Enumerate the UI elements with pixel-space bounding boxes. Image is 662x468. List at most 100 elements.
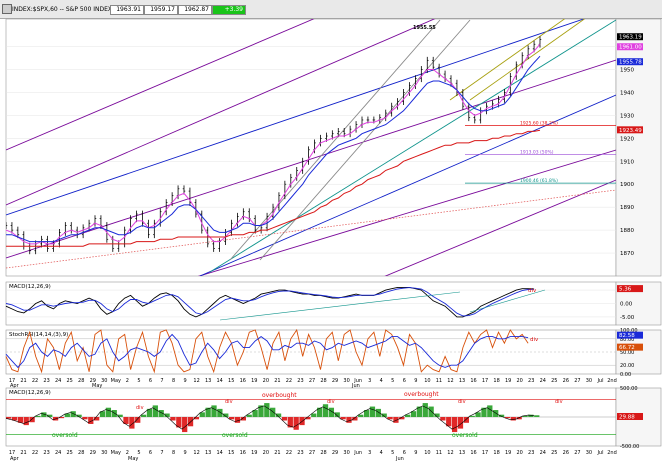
histogram-bar (217, 408, 223, 417)
x-tick-label: 8 (172, 378, 175, 384)
histogram-bar (99, 411, 106, 417)
x-tick-label: 19 (251, 378, 257, 384)
value-label: 1961.00 (619, 45, 642, 51)
div-annotation: div (528, 288, 537, 294)
histogram-bar (205, 407, 211, 417)
histogram-annotation: div (225, 399, 233, 405)
x-tick-label: Jun (353, 378, 362, 384)
histogram-bar (446, 417, 452, 427)
histogram-bar (522, 415, 528, 417)
x-tick-label: 11 (436, 378, 442, 384)
x-tick-label: 9 (183, 378, 186, 384)
x-tick-label: 22 (286, 378, 292, 384)
y-tick-label: 0.00 (620, 372, 631, 378)
histogram-bar (123, 417, 129, 424)
moving-average-ma_long (6, 129, 541, 247)
trend-line (6, 19, 315, 151)
histogram-annotation: overbought (404, 391, 439, 398)
histogram-bar (246, 414, 252, 417)
x-tick-label: 27 (574, 450, 580, 456)
x-tick-label: 29 (90, 450, 96, 456)
histogram-bar (475, 412, 481, 417)
trend-line (469, 19, 586, 101)
value-label-box (617, 33, 643, 41)
x-tick-label: 29 (90, 378, 96, 384)
value-label: 66.72 (619, 345, 635, 351)
histogram-bar (82, 417, 88, 420)
y-tick-label: 1890 (620, 205, 634, 211)
x-tick-label: 24 (540, 378, 546, 384)
x-tick-label: 9 (414, 378, 417, 384)
histogram-bar (516, 417, 522, 420)
histogram-bar (346, 417, 352, 423)
x-tick-label: May (111, 450, 121, 456)
x-tick-label: 16 (470, 378, 476, 384)
x-tick-label: 22 (32, 378, 38, 384)
histogram-bar (140, 414, 147, 417)
x-tick-label: 19 (505, 450, 511, 456)
histogram-bar (463, 417, 469, 423)
symbol-label: INDEX:$SPX,60 -- S&P 500 INDEX (12, 6, 112, 13)
value-label-box (617, 343, 643, 351)
x-tick-label: 21 (274, 450, 280, 456)
x-tick-label: Jul (596, 450, 603, 456)
x-tick-label: 5 (137, 378, 140, 384)
y-tick-label: 0.00 (620, 302, 633, 308)
histogram-bar (35, 415, 41, 417)
x-tick-label: 15 (228, 378, 234, 384)
histogram-bar (534, 415, 540, 417)
x-tick-label: 12 (447, 450, 453, 456)
x-tick-label: 10 (424, 378, 430, 384)
change-value: +3.39 (212, 5, 246, 15)
x-month-label: Apr (10, 456, 20, 462)
x-tick-label: 2 (126, 378, 129, 384)
y-tick-label: 1930 (620, 113, 634, 119)
histogram-bar (270, 407, 276, 417)
y-tick-label: 1940 (620, 90, 634, 96)
x-tick-label: 23 (297, 450, 303, 456)
histogram-bar (41, 412, 47, 417)
histogram-bar (64, 413, 70, 417)
histogram-bar (510, 417, 516, 421)
chart-menu-icon[interactable] (2, 4, 12, 14)
y-tick-label: 1950 (620, 67, 634, 73)
value-label-box (617, 43, 643, 51)
trend-line (6, 19, 585, 216)
histogram-bar (311, 413, 317, 417)
x-tick-label: 21 (274, 378, 280, 384)
dotted-trend-line (6, 189, 616, 269)
value-label: 1963.19 (619, 35, 642, 41)
x-tick-label: 14 (217, 450, 223, 456)
histogram-macd-line (5, 405, 535, 430)
histogram-bar (70, 411, 76, 417)
value-label-box (617, 331, 643, 339)
histogram-bar (352, 417, 358, 421)
x-tick-label: 25 (67, 450, 73, 456)
x-tick-label: 28 (320, 378, 326, 384)
histogram-bar (287, 417, 293, 428)
histogram-bar (328, 407, 335, 417)
x-month-label: Apr (10, 383, 20, 389)
y-tick-label: 50.00 (620, 350, 634, 356)
y-tick-label: -5.00 (620, 315, 635, 321)
x-tick-label: 19 (505, 378, 511, 384)
stochrsi-title: StochRSI(14,14,(3),9) (9, 332, 68, 338)
close-value: 1962.87 (178, 5, 212, 15)
histogram-bar (23, 417, 29, 426)
x-month-label: Jun (351, 383, 360, 389)
histogram-bar (369, 406, 376, 417)
histogram-bar (111, 410, 117, 417)
histogram-annotation: oversold (52, 432, 78, 439)
histogram-bar (322, 404, 329, 417)
histogram-bar (528, 414, 534, 417)
x-tick-label: 3 (368, 450, 371, 456)
y-tick-label: 1910 (620, 159, 634, 165)
histogram-bar (170, 417, 176, 421)
x-tick-label: 25 (551, 378, 557, 384)
value-label-box (617, 413, 643, 420)
y-tick-label: 1920 (620, 136, 634, 142)
histogram-bar (340, 417, 346, 420)
x-tick-label: 24 (540, 450, 546, 456)
x-tick-label: 2 (126, 450, 129, 456)
